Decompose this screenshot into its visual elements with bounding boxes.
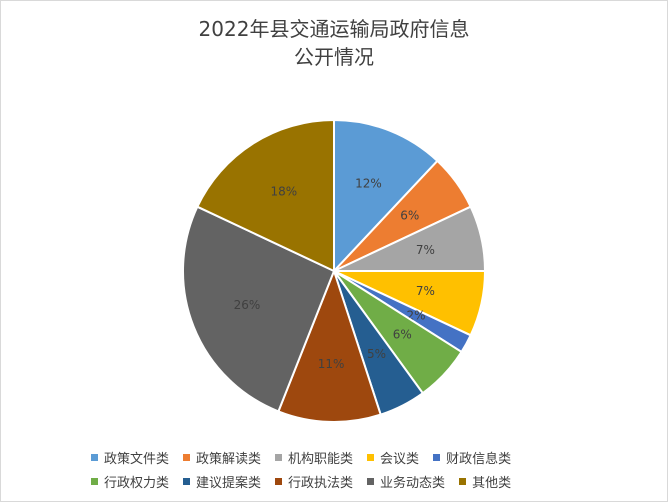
- legend-item: 财政信息类: [433, 448, 511, 467]
- legend-label: 行政执法类: [288, 475, 354, 491]
- chart-title-line-1: 2022年县交通运输局政府信息: [198, 17, 470, 41]
- legend-swatch: [275, 477, 283, 485]
- pie-slice: [277, 268, 382, 424]
- legend-item: 机构职能类: [275, 448, 353, 467]
- legend-swatch: [367, 453, 375, 461]
- legend-row: 行政权力类 建议提案类 行政执法类 业务动态类 其他类: [91, 469, 611, 493]
- legend-label: 财政信息类: [446, 451, 512, 467]
- legend-swatch: [91, 453, 98, 461]
- legend-row: 政策文件类 政策解读类 机构职能类 会议类 财政信息类: [91, 445, 611, 469]
- legend-swatch: [367, 477, 375, 485]
- legend-item: 业务动态类: [367, 472, 445, 491]
- slice-data-label: 6%: [400, 208, 419, 222]
- legend-swatch: [91, 477, 98, 485]
- legend-item: 政策解读类: [183, 448, 261, 467]
- legend-swatch: [275, 453, 283, 461]
- slice-data-label: 26%: [234, 298, 261, 312]
- legend-swatch: [433, 453, 441, 461]
- legend-label: 会议类: [380, 451, 420, 467]
- legend: 政策文件类 政策解读类 机构职能类 会议类 财政信息类 行政权力类 建议提案类 行政执法类 业…: [91, 445, 611, 493]
- slice-data-label: 5%: [367, 347, 386, 361]
- legend-item: 会议类: [367, 448, 419, 467]
- legend-item: 行政执法类: [275, 472, 353, 491]
- chart-title: 2022年县交通运输局政府信息 公开情况: [1, 15, 667, 71]
- legend-swatch: [183, 453, 191, 461]
- legend-swatch: [459, 477, 467, 485]
- legend-item: 政策文件类: [91, 448, 169, 467]
- legend-label: 建议提案类: [196, 475, 262, 491]
- pie-slice: [196, 118, 335, 273]
- legend-label: 其他类: [472, 475, 512, 491]
- pie-slice: [182, 205, 336, 413]
- legend-label: 政策文件类: [104, 451, 170, 467]
- slice-data-label: 11%: [318, 357, 345, 371]
- legend-label: 政策解读类: [196, 451, 262, 467]
- legend-label: 机构职能类: [288, 451, 354, 467]
- slice-data-label: 7%: [416, 243, 435, 257]
- legend-swatch: [183, 477, 191, 485]
- legend-item: 其他类: [459, 472, 511, 491]
- chart-title-line-2: 公开情况: [294, 45, 374, 69]
- slice-data-label: 12%: [355, 176, 382, 190]
- slice-data-label: 7%: [416, 284, 435, 298]
- slice-data-label: 6%: [393, 328, 412, 342]
- slice-data-label: 18%: [271, 184, 298, 198]
- legend-item: 行政权力类: [91, 472, 169, 491]
- legend-item: 建议提案类: [183, 472, 261, 491]
- legend-label: 业务动态类: [380, 475, 446, 491]
- pie-slice: [333, 118, 439, 274]
- legend-label: 行政权力类: [104, 475, 170, 491]
- pie-chart: 12%6%7%7%2%6%5%11%26%18%: [182, 118, 487, 424]
